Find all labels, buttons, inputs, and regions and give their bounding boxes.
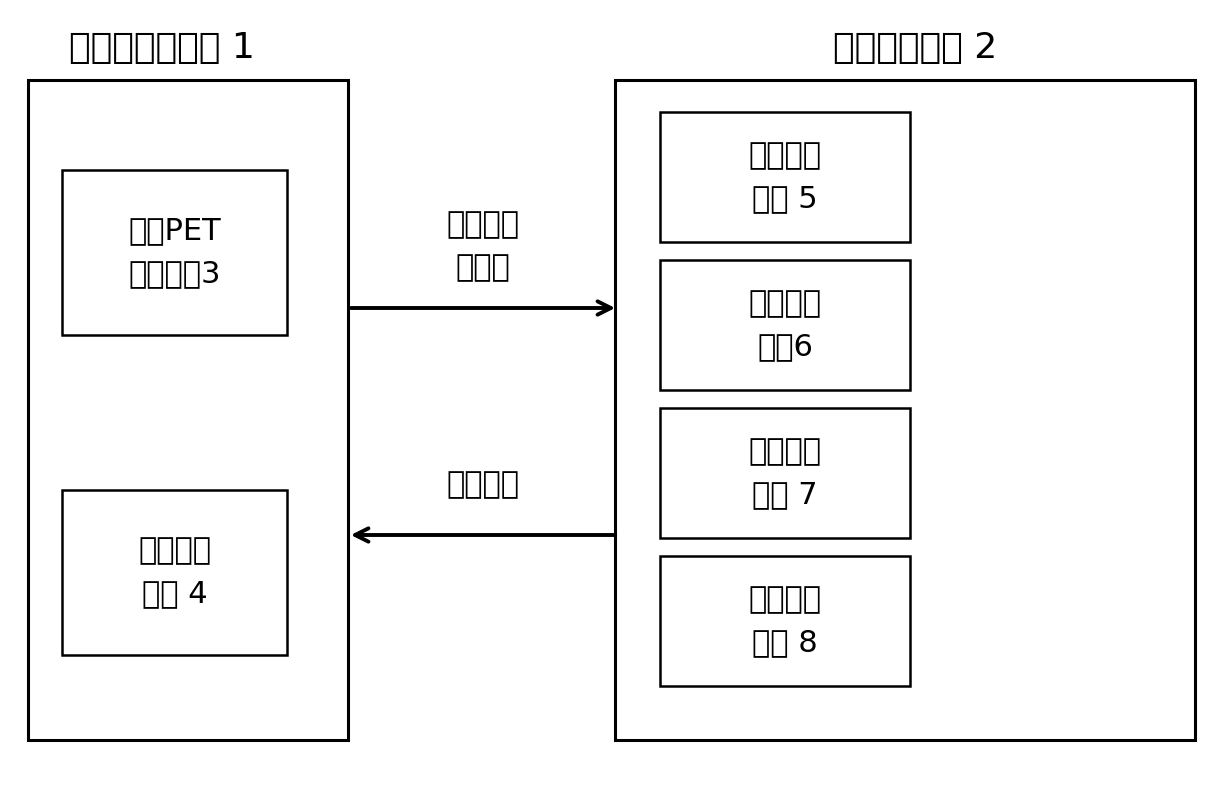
Text: 数据配准
模块 8: 数据配准 模块 8 [749, 585, 821, 657]
Text: 信号和数
据处理: 信号和数 据处理 [447, 210, 519, 282]
Text: 信号采集子系统 1: 信号采集子系统 1 [70, 31, 256, 65]
Bar [62, 490, 286, 655]
Bar [660, 556, 909, 686]
Text: 计算机子系统 2: 计算机子系统 2 [832, 31, 998, 65]
Text: 系统控制: 系统控制 [447, 471, 519, 499]
Text: 光学成像
装置 4: 光学成像 装置 4 [138, 537, 211, 608]
Bar [614, 80, 1195, 740]
Bar [660, 112, 909, 242]
Text: 平板PET
成像装置3: 平板PET 成像装置3 [129, 217, 220, 288]
Text: 系统控制
模块 5: 系统控制 模块 5 [749, 141, 821, 213]
Bar [28, 80, 348, 740]
Bar [62, 170, 286, 335]
Bar [660, 260, 909, 390]
Text: 数据处理
模块6: 数据处理 模块6 [749, 289, 821, 361]
Text: 数据重建
模块 7: 数据重建 模块 7 [749, 437, 821, 509]
Bar [660, 408, 909, 538]
